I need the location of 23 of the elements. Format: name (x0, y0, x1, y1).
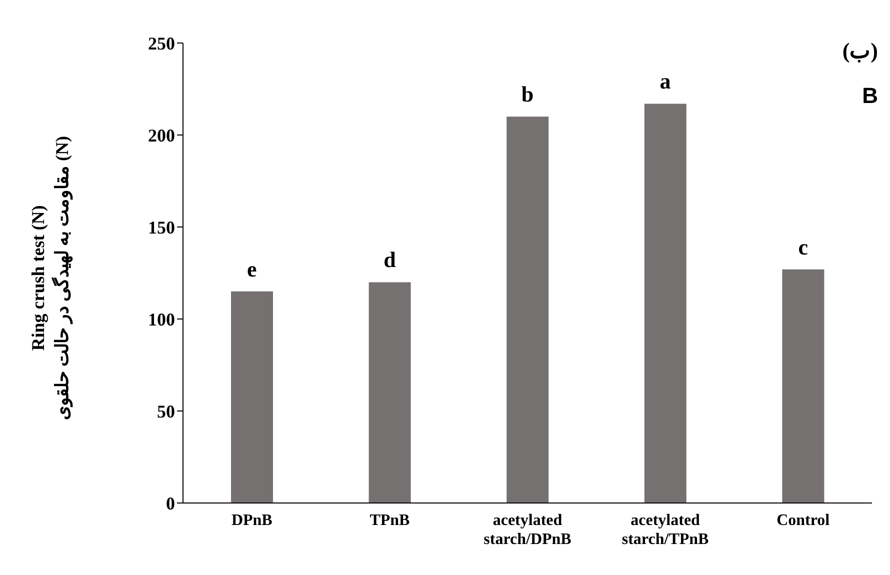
annotation: a (660, 68, 671, 94)
annotation: c (798, 234, 808, 260)
x-tick-label: Control (776, 512, 830, 529)
y-tick-label: 250 (148, 33, 175, 54)
bar (368, 282, 411, 503)
annotation: b (521, 82, 534, 107)
x-tick-label: DPnB (231, 512, 273, 529)
bar (506, 116, 549, 503)
x-tick-label: acetylated starch/DPnB (484, 512, 572, 548)
annotation: (ب) (842, 38, 878, 64)
x-tick-label: TPnB (370, 512, 410, 529)
bar (231, 291, 273, 503)
y-tick-label: 200 (148, 125, 175, 146)
y-tick-label: 0 (166, 493, 175, 514)
y-tick-label: 100 (148, 309, 175, 330)
bar (782, 269, 824, 503)
x-tick-label: acetylated starch/TPnB (622, 512, 710, 548)
y-tick-label: 150 (148, 217, 175, 238)
bar (644, 104, 686, 503)
annotation: e (247, 256, 258, 282)
annotation: B (862, 83, 878, 109)
y-tick-label: 50 (157, 401, 175, 422)
annotation: d (384, 247, 396, 272)
